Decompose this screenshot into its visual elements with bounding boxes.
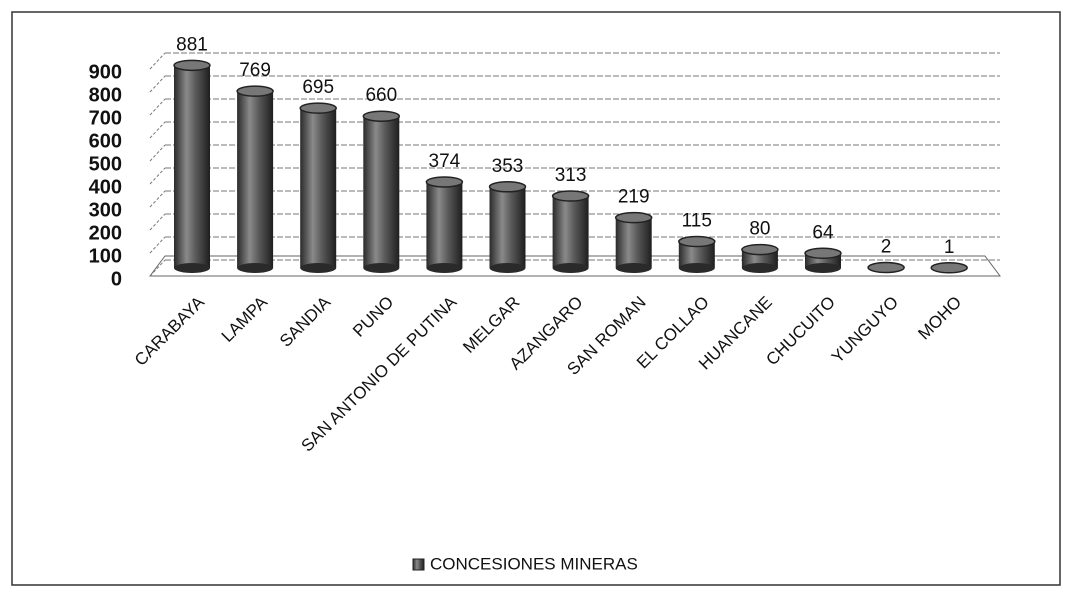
bar-base [489, 263, 526, 273]
bar [426, 181, 463, 268]
bar-top [867, 261, 905, 274]
bar [174, 65, 210, 269]
value-label: 219 [618, 187, 650, 208]
y-tick-label: 0 [111, 268, 122, 290]
value-label: 2 [881, 237, 892, 258]
bar-base [678, 263, 715, 273]
bar-base [426, 263, 463, 273]
value-label: 660 [365, 85, 397, 106]
y-tick-label: 300 [89, 199, 122, 221]
bar-top [930, 262, 968, 274]
x-tick-label: MOHO [914, 293, 965, 344]
bar-top [425, 176, 464, 188]
floor [149, 255, 1001, 277]
bar [615, 217, 652, 268]
value-label: 1 [944, 237, 955, 258]
value-label: 353 [492, 156, 524, 177]
y-tick-label: 800 [89, 84, 122, 106]
grid-line [149, 52, 166, 70]
value-label: 313 [555, 165, 587, 186]
bar-base [805, 263, 841, 273]
y-tick-label: 100 [89, 245, 122, 267]
y-tick-label: 700 [89, 107, 122, 129]
y-tick-label: 400 [89, 176, 122, 198]
grid-line [149, 259, 166, 277]
bar [489, 186, 526, 268]
grid-line [149, 213, 166, 231]
bar-top [741, 243, 779, 256]
value-label: 881 [176, 34, 208, 55]
bar-base [174, 263, 210, 273]
grid-line [149, 190, 166, 208]
bar [237, 91, 274, 268]
value-label: 80 [749, 219, 770, 240]
grid-line [149, 75, 166, 93]
grid-line [149, 167, 166, 185]
x-tick-label: PUNO [349, 293, 397, 341]
y-tick-label: 900 [89, 61, 122, 83]
grid-line [149, 144, 166, 162]
y-tick-label: 500 [89, 153, 122, 175]
bar-top [488, 181, 527, 193]
bar-top [173, 59, 211, 72]
legend-label: CONCESIONES MINERAS [430, 554, 638, 573]
value-label: 769 [239, 60, 271, 81]
bar-base [615, 263, 652, 273]
bar-top [299, 102, 337, 114]
bar-base [552, 263, 589, 273]
bar-top [614, 211, 653, 224]
y-tick-label: 200 [89, 222, 122, 244]
bar-top [678, 235, 716, 248]
bar-base [237, 263, 274, 273]
bar-top [551, 190, 590, 202]
value-label: 374 [429, 151, 461, 172]
grid-line [149, 98, 166, 116]
grid-line [149, 236, 166, 254]
bar-top [236, 85, 274, 97]
bar-base [363, 263, 400, 273]
x-tick-label: CARABAYA [131, 292, 209, 370]
x-tick-label: YUNGUYO [828, 293, 902, 367]
x-tick-label: LAMPA [218, 292, 272, 346]
value-label: 64 [812, 222, 834, 243]
bar-base [300, 263, 337, 273]
bar [552, 196, 589, 268]
x-tick-label: SANDIA [276, 292, 335, 351]
value-label: 115 [682, 211, 712, 232]
bar-top [362, 110, 401, 122]
x-tick-label: MELGAR [459, 293, 523, 357]
y-tick-label: 600 [89, 130, 122, 152]
chart-frame [11, 11, 1061, 586]
bar-top [804, 247, 842, 260]
bar [363, 116, 400, 268]
bar [300, 108, 337, 269]
legend-swatch [412, 558, 425, 571]
grid-line [149, 121, 166, 139]
bar-base [741, 263, 778, 273]
value-label: 695 [302, 77, 334, 98]
